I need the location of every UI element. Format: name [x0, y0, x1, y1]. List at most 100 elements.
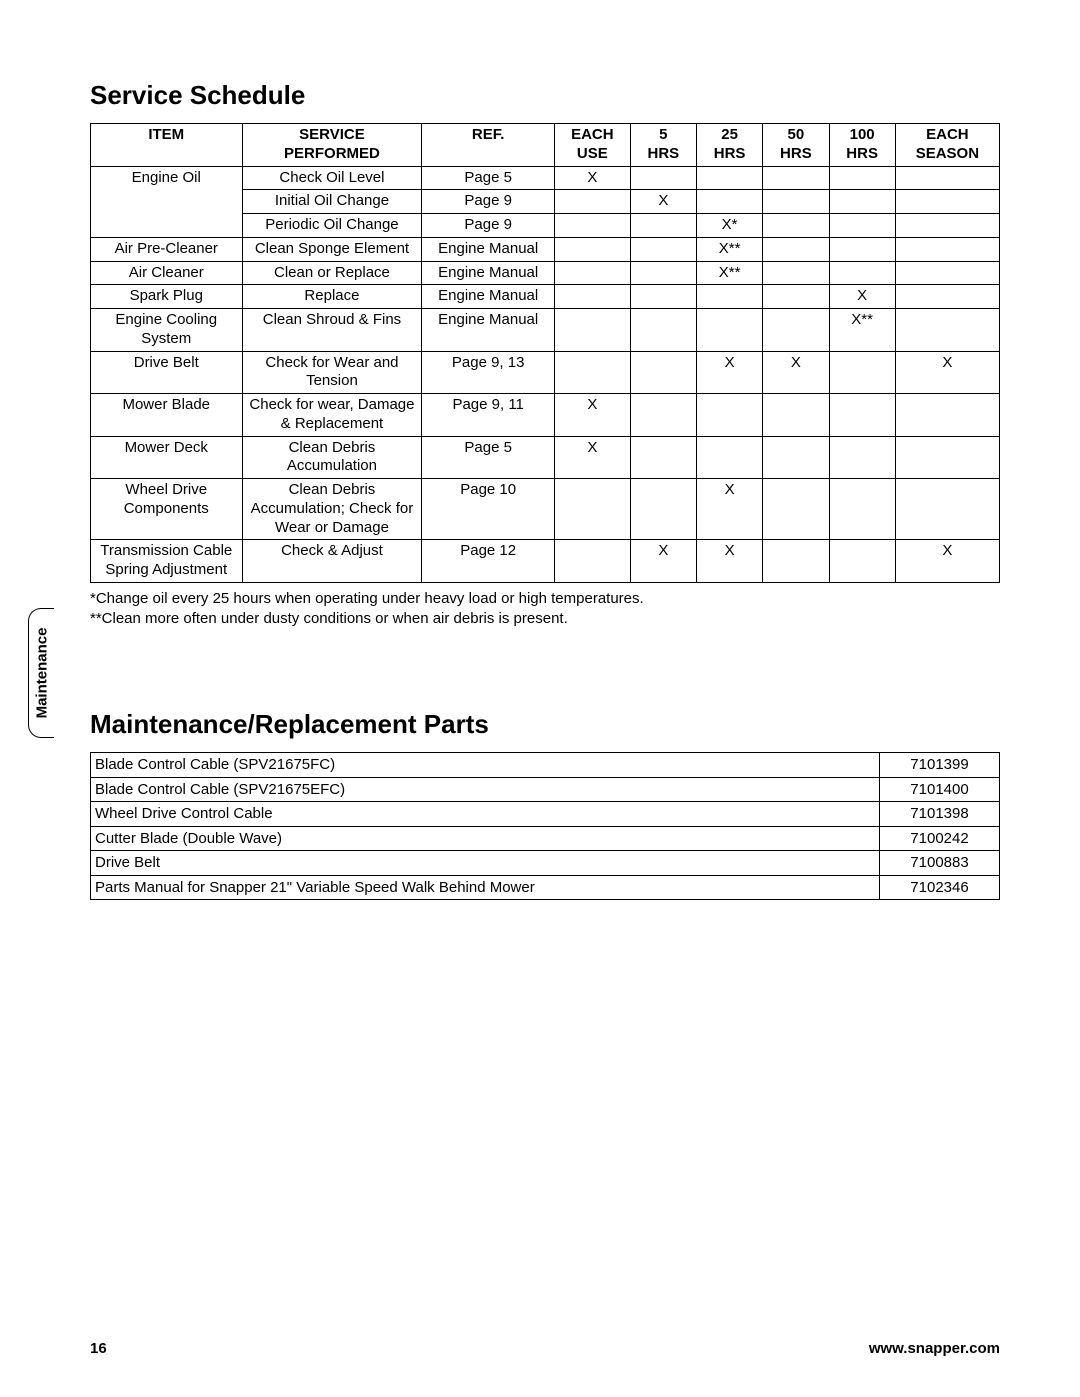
service-cell: Replace [242, 285, 422, 309]
service-cell: Clean or Replace [242, 261, 422, 285]
mark-cell: X [763, 351, 829, 394]
table-row: Air CleanerClean or ReplaceEngine Manual… [91, 261, 1000, 285]
part-name-cell: Drive Belt [91, 851, 880, 876]
item-cell: Spark Plug [91, 285, 243, 309]
mark-cell [829, 237, 895, 261]
service-cell: Check for wear, Damage& Replacement [242, 394, 422, 437]
part-name-cell: Cutter Blade (Double Wave) [91, 826, 880, 851]
table-row: Engine OilCheck Oil LevelPage 5X [91, 166, 1000, 190]
footer-url: www.snapper.com [869, 1340, 1000, 1357]
table-row: Mower DeckClean DebrisAccumulationPage 5… [91, 436, 1000, 479]
service-cell: Clean DebrisAccumulation; Check forWear … [242, 479, 422, 540]
mark-cell: X [630, 190, 696, 214]
mark-cell [763, 237, 829, 261]
part-name-cell: Parts Manual for Snapper 21" Variable Sp… [91, 875, 880, 900]
mark-cell [696, 436, 762, 479]
mark-cell [696, 394, 762, 437]
page-number: 16 [90, 1340, 107, 1357]
mark-cell: X* [696, 214, 762, 238]
ref-cell: Engine Manual [422, 309, 555, 352]
item-cell: Transmission CableSpring Adjustment [91, 540, 243, 583]
mark-cell: X [829, 285, 895, 309]
parts-table: Blade Control Cable (SPV21675FC)7101399B… [90, 752, 1000, 900]
mark-cell: X [554, 394, 630, 437]
ref-cell: Page 9 [422, 190, 555, 214]
mark-cell [829, 351, 895, 394]
mark-cell [763, 479, 829, 540]
part-number-cell: 7101400 [880, 777, 1000, 802]
schedule-header-cell: REF. [422, 124, 555, 167]
mark-cell: X [696, 540, 762, 583]
mark-cell [829, 261, 895, 285]
item-cell: Mower Blade [91, 394, 243, 437]
mark-cell [763, 309, 829, 352]
item-cell: Engine CoolingSystem [91, 309, 243, 352]
mark-cell [829, 540, 895, 583]
mark-cell [829, 166, 895, 190]
item-cell: Drive Belt [91, 351, 243, 394]
part-name-cell: Wheel Drive Control Cable [91, 802, 880, 827]
mark-cell [829, 190, 895, 214]
service-cell: Periodic Oil Change [242, 214, 422, 238]
mark-cell [763, 214, 829, 238]
mark-cell [895, 436, 999, 479]
item-cell: Engine Oil [91, 166, 243, 237]
mark-cell: X [630, 540, 696, 583]
mark-cell: X** [829, 309, 895, 352]
service-cell: Clean Sponge Element [242, 237, 422, 261]
mark-cell [763, 190, 829, 214]
mark-cell: X [696, 351, 762, 394]
table-row: Blade Control Cable (SPV21675FC)7101399 [91, 753, 1000, 778]
mark-cell [630, 351, 696, 394]
mark-cell [696, 285, 762, 309]
part-number-cell: 7102346 [880, 875, 1000, 900]
mark-cell: X [554, 436, 630, 479]
mark-cell [763, 261, 829, 285]
mark-cell [554, 237, 630, 261]
table-row: Parts Manual for Snapper 21" Variable Sp… [91, 875, 1000, 900]
ref-cell: Page 5 [422, 436, 555, 479]
part-name-cell: Blade Control Cable (SPV21675EFC) [91, 777, 880, 802]
item-cell: Air Cleaner [91, 261, 243, 285]
page-content: Service Schedule ITEMSERVICEPERFORMEDREF… [0, 0, 1080, 940]
mark-cell [630, 261, 696, 285]
mark-cell [829, 214, 895, 238]
mark-cell [895, 237, 999, 261]
footnote: *Change oil every 25 hours when operatin… [90, 589, 1000, 609]
mark-cell [829, 479, 895, 540]
schedule-header-cell: 100HRS [829, 124, 895, 167]
table-row: Wheel DriveComponentsClean DebrisAccumul… [91, 479, 1000, 540]
table-row: Mower BladeCheck for wear, Damage& Repla… [91, 394, 1000, 437]
mark-cell [554, 285, 630, 309]
mark-cell [895, 309, 999, 352]
table-row: Drive Belt7100883 [91, 851, 1000, 876]
mark-cell [829, 436, 895, 479]
item-cell: Air Pre-Cleaner [91, 237, 243, 261]
part-number-cell: 7100883 [880, 851, 1000, 876]
mark-cell [829, 394, 895, 437]
schedule-table: ITEMSERVICEPERFORMEDREF.EACHUSE5HRS25HRS… [90, 123, 1000, 583]
table-row: Transmission CableSpring AdjustmentCheck… [91, 540, 1000, 583]
ref-cell: Engine Manual [422, 285, 555, 309]
table-row: Drive BeltCheck for Wear andTensionPage … [91, 351, 1000, 394]
schedule-header-cell: EACHUSE [554, 124, 630, 167]
footnote: **Clean more often under dusty condition… [90, 609, 1000, 629]
service-cell: Check for Wear andTension [242, 351, 422, 394]
table-row: Engine CoolingSystemClean Shroud & FinsE… [91, 309, 1000, 352]
mark-cell [895, 261, 999, 285]
mark-cell [895, 285, 999, 309]
mark-cell: X [554, 166, 630, 190]
mark-cell [554, 214, 630, 238]
mark-cell [763, 394, 829, 437]
mark-cell [554, 479, 630, 540]
table-row: Spark PlugReplaceEngine Manual X [91, 285, 1000, 309]
mark-cell [696, 309, 762, 352]
schedule-header-cell: EACHSEASON [895, 124, 999, 167]
ref-cell: Page 10 [422, 479, 555, 540]
section-title-schedule: Service Schedule [90, 80, 1000, 111]
part-number-cell: 7101399 [880, 753, 1000, 778]
service-cell: Initial Oil Change [242, 190, 422, 214]
mark-cell [630, 436, 696, 479]
schedule-header-cell: SERVICEPERFORMED [242, 124, 422, 167]
ref-cell: Page 9, 11 [422, 394, 555, 437]
